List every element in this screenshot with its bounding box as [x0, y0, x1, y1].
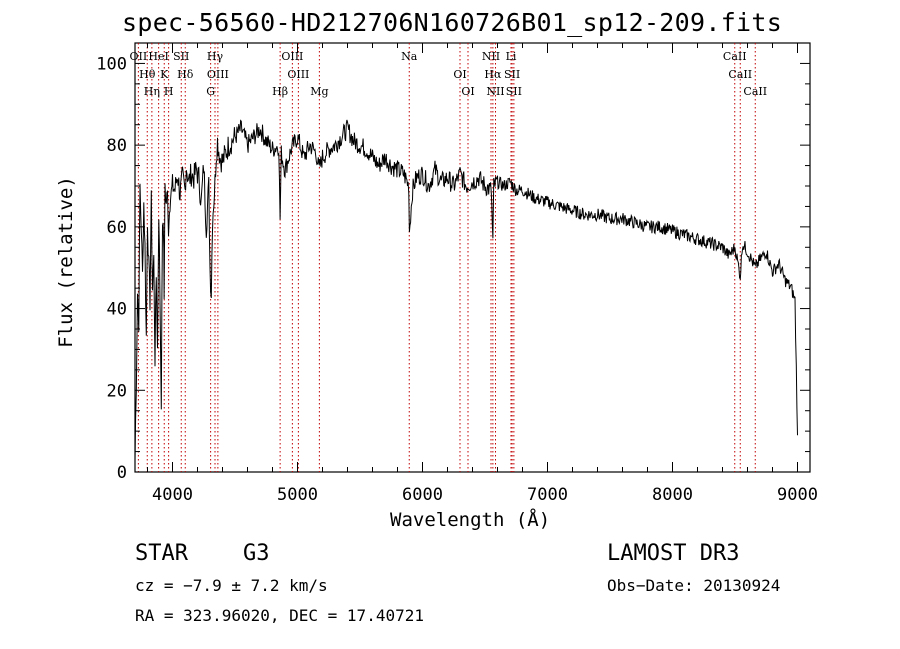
line-marker-label: Hδ: [177, 68, 194, 81]
line-marker-label: G: [206, 85, 215, 98]
emission-line-markers: [137, 43, 756, 472]
line-marker-label: OIII: [281, 50, 303, 63]
chart-title: spec-56560-HD212706N160726B01_sp12-209.f…: [122, 8, 783, 37]
line-marker-label: CaII: [743, 85, 767, 98]
line-marker-label: CaII: [723, 50, 747, 63]
line-marker-label: Hθ: [139, 68, 156, 81]
line-marker-label: SII: [506, 85, 522, 98]
y-tick-label: 60: [107, 218, 127, 238]
line-marker-label: OII: [130, 50, 148, 63]
line-marker-label: SII: [504, 68, 520, 81]
line-marker-label: Hβ: [272, 85, 288, 98]
line-marker-label: OI: [461, 85, 474, 98]
line-marker-label: Li: [506, 50, 517, 63]
spectrum-line: [134, 119, 798, 461]
plot-axes: [134, 42, 811, 473]
x-tick-label: 6000: [402, 485, 443, 505]
line-marker-label: OIII: [287, 68, 309, 81]
line-marker-label: Hα: [484, 68, 502, 81]
line-marker-label: Na: [401, 50, 418, 63]
y-tick-label: 100: [96, 54, 127, 74]
spectrum-series: [134, 119, 798, 461]
line-marker-label: OIII: [207, 68, 229, 81]
line-marker-label: NII: [482, 50, 500, 63]
y-tick-label: 20: [107, 381, 127, 401]
line-marker-label: HeI: [148, 50, 168, 63]
plot-frame: [134, 42, 811, 473]
y-axis-label: Flux (relative): [55, 176, 77, 348]
emission-line-labels: OIIHθHηHeIKHSIIHδGHγOIIIHβOIIIOIIIMgNaOI…: [130, 50, 768, 98]
y-tick-label: 40: [107, 300, 127, 320]
observation-date: Obs−Date: 20130924: [607, 576, 781, 595]
x-tick-label: 8000: [652, 485, 693, 505]
x-tick-label: 7000: [527, 485, 568, 505]
y-tick-label: 0: [117, 463, 127, 483]
y-tick-label: 80: [107, 136, 127, 156]
x-axis-label: Wavelength (Å): [390, 509, 551, 531]
line-marker-label: OI: [453, 68, 466, 81]
x-tick-label: 4000: [152, 485, 193, 505]
object-type: STAR: [135, 541, 188, 566]
line-marker-label: CaII: [728, 68, 752, 81]
line-marker-label: SII: [173, 50, 189, 63]
x-tick-label: 5000: [277, 485, 318, 505]
object-subclass: G3: [243, 541, 270, 566]
line-marker-label: K: [160, 68, 169, 81]
axis-ticks: 4000 5000 6000 7000 8000 9000 0 20 40 60 80 100: [96, 43, 818, 505]
line-marker-label: Hη: [144, 85, 160, 98]
survey-name: LAMOST DR3: [607, 541, 740, 566]
line-marker-label: Hγ: [207, 50, 224, 63]
coordinates: RA = 323.96020, DEC = 17.40721: [135, 606, 424, 625]
line-marker-label: H: [164, 85, 174, 98]
line-marker-label: NII: [486, 85, 504, 98]
redshift-velocity: cz = −7.9 ± 7.2 km/s: [135, 576, 328, 595]
x-tick-label: 9000: [777, 485, 818, 505]
line-marker-label: Mg: [310, 85, 328, 98]
